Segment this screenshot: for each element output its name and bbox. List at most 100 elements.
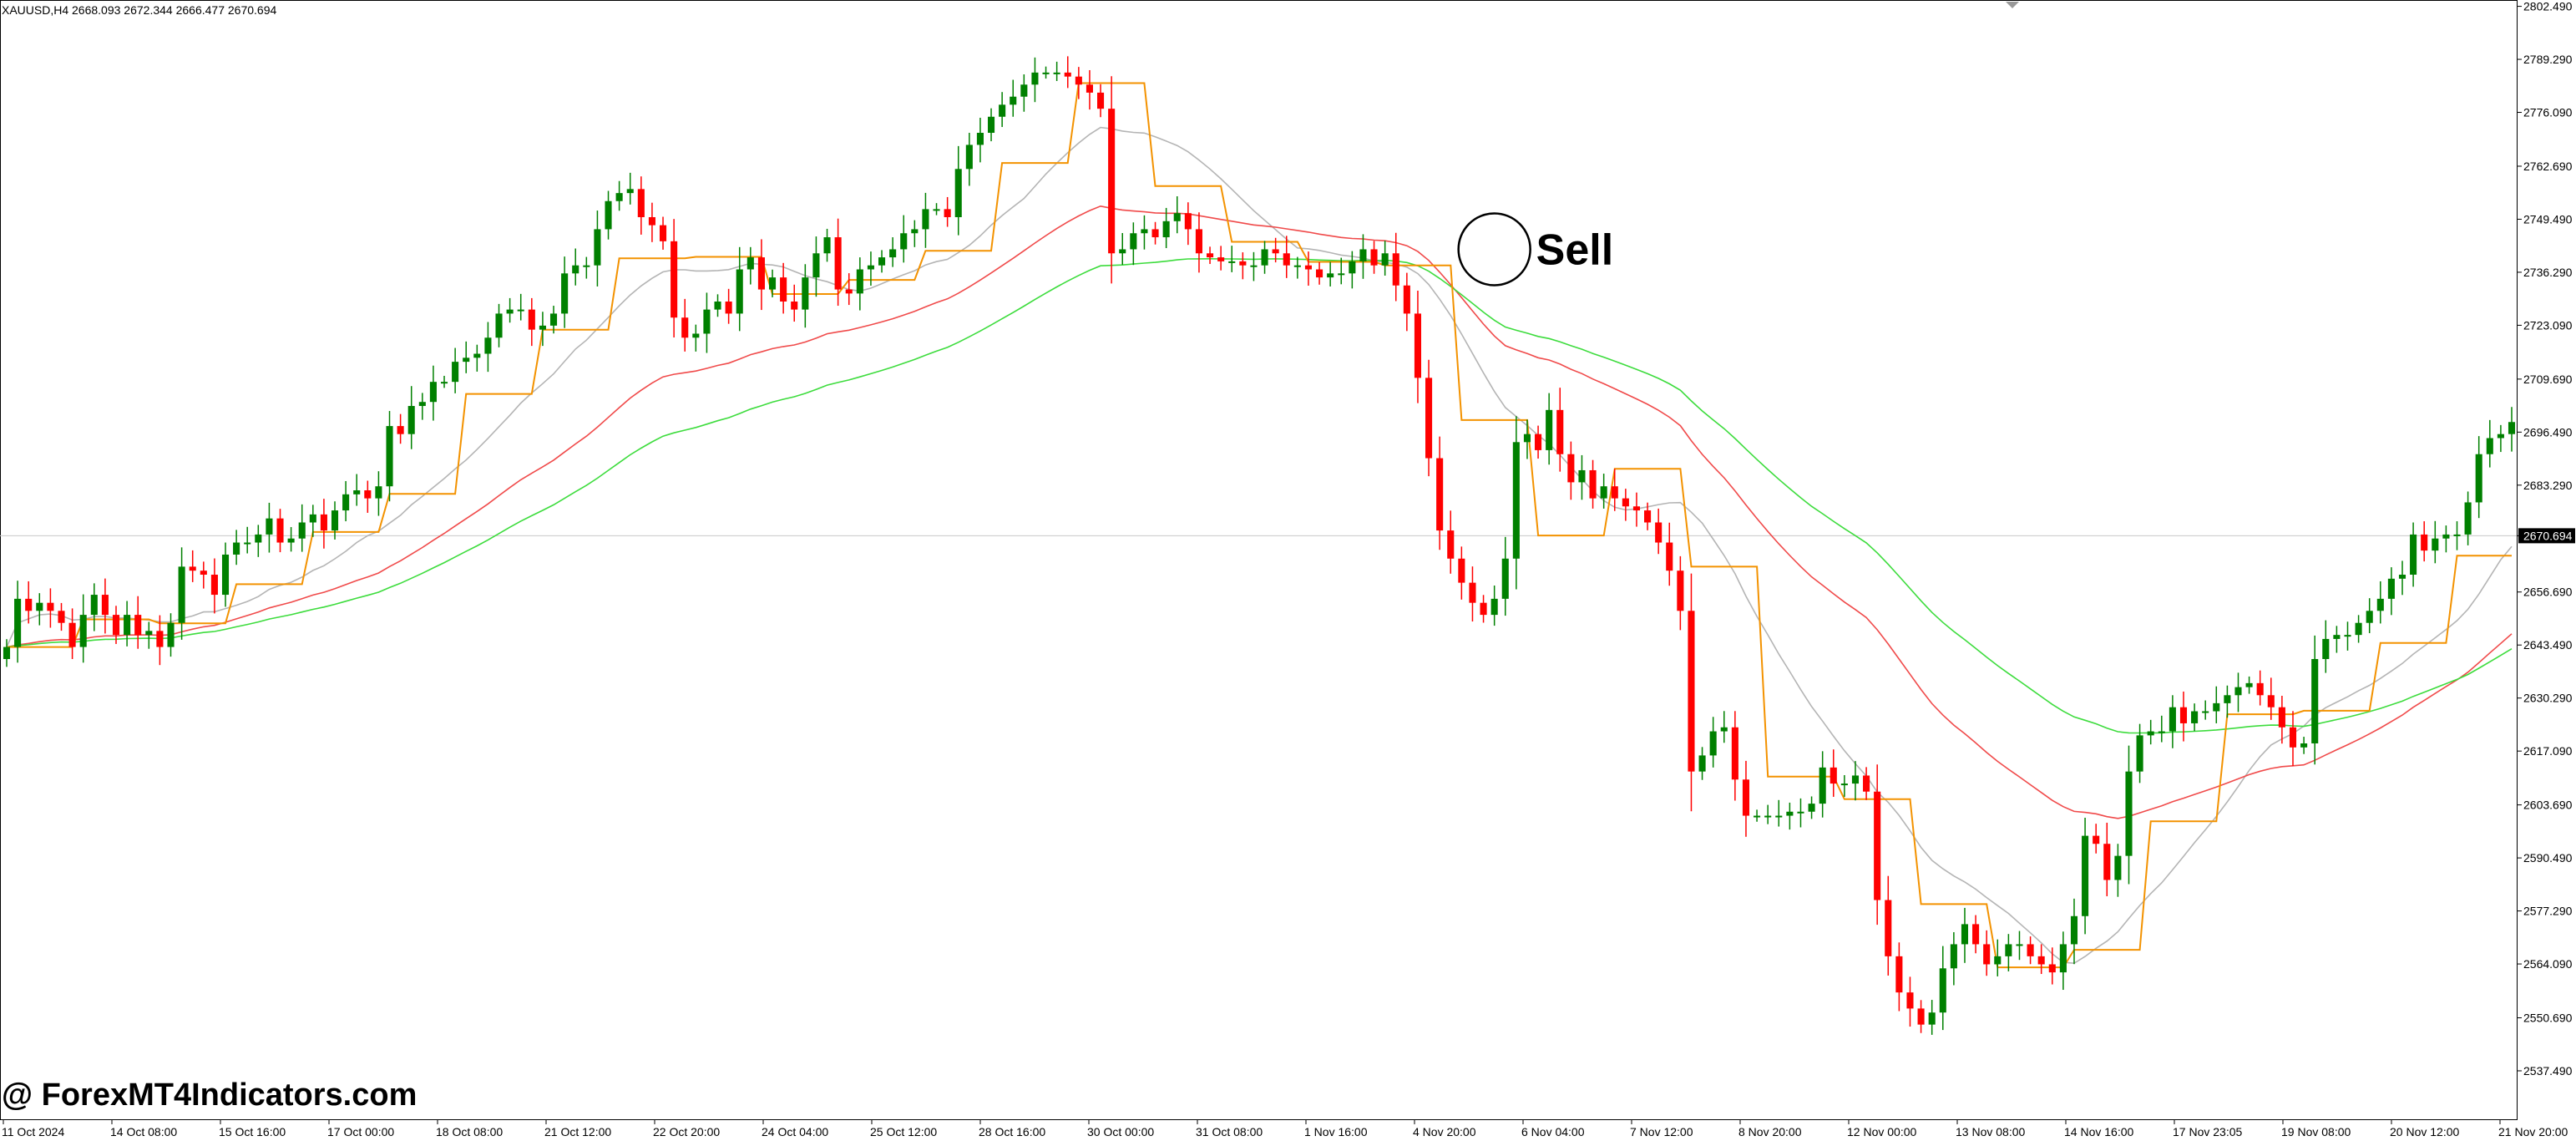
candle [1141, 215, 1148, 250]
candle-body [1469, 582, 1476, 603]
candle [2355, 615, 2362, 643]
candle [1414, 291, 1421, 403]
candle [878, 250, 886, 273]
candle-body [1698, 755, 1706, 772]
candle [1512, 416, 1520, 590]
candle [47, 588, 54, 628]
candle [528, 297, 535, 347]
candle [856, 257, 863, 311]
candle-body [2027, 944, 2034, 956]
candle-body [2136, 735, 2143, 772]
candle [768, 269, 777, 297]
candle-body [2037, 956, 2045, 965]
candle-body [1173, 213, 1181, 221]
candle [1754, 809, 1761, 822]
candle [1392, 232, 1399, 302]
candle-body [1184, 213, 1192, 230]
candle-body [375, 486, 382, 499]
candle-body [2344, 635, 2351, 637]
candle-body [1425, 378, 1433, 459]
candle [1403, 272, 1410, 332]
orange-stepline [7, 82, 2512, 969]
candle [1644, 502, 1652, 530]
candle [1928, 1000, 1936, 1035]
candle [703, 292, 711, 353]
candle [812, 236, 820, 297]
candle-body [353, 490, 361, 494]
candle-body [1819, 767, 1826, 804]
candle [1720, 711, 1728, 743]
candle [2333, 626, 2341, 653]
time-tick-label: 22 Oct 20:00 [653, 1125, 720, 1138]
candle [1567, 441, 1575, 500]
time-tick-label: 7 Nov 12:00 [1630, 1125, 1693, 1138]
time-tick-label: 31 Oct 08:00 [1196, 1125, 1263, 1138]
candle-body [112, 615, 120, 636]
candle [1698, 747, 1706, 780]
candle [1086, 69, 1093, 110]
candle [244, 526, 251, 554]
candle-body [2475, 454, 2482, 503]
chart-frame [0, 0, 2518, 1120]
candle-body [506, 309, 514, 314]
current-price-box [2518, 528, 2575, 544]
candle-body [1709, 731, 1717, 756]
candle-body [407, 406, 415, 434]
candle-body [101, 595, 109, 616]
candle-body [210, 575, 218, 596]
watermark-text: @ ForexMT4Indicators.com [2, 1078, 418, 1113]
candle [1195, 212, 1202, 273]
candle-body [2224, 695, 2231, 703]
candle [2158, 715, 2165, 743]
candle [342, 480, 350, 522]
candle [1075, 67, 1082, 99]
candle [364, 480, 372, 513]
candle-body [725, 301, 732, 314]
candle-body [1983, 944, 1991, 965]
candle-body [1972, 924, 1980, 945]
candle-body [1622, 498, 1629, 507]
candle-body [528, 309, 535, 330]
price-tick-label: 2696.490 [2523, 425, 2573, 439]
candle-body [2366, 611, 2373, 623]
candle [626, 172, 634, 205]
candle [1359, 234, 1367, 279]
candle [1031, 57, 1039, 103]
candle [911, 220, 919, 247]
candle [1020, 74, 1028, 112]
candle [1840, 774, 1848, 797]
candle [1600, 474, 1607, 509]
candle [2082, 817, 2089, 935]
candle-body [1141, 229, 1148, 234]
time-tick-label: 20 Nov 12:00 [2390, 1125, 2459, 1138]
candle-body [791, 301, 798, 310]
candle-body [1851, 775, 1860, 784]
candle [2432, 520, 2439, 564]
candle [2213, 686, 2220, 723]
price-tick-label: 2550.690 [2523, 1011, 2573, 1024]
candle [692, 324, 700, 352]
candle-body [2398, 575, 2406, 579]
candle [539, 312, 546, 347]
candle-body [2245, 682, 2253, 687]
candle [780, 262, 787, 314]
candle-body [1567, 454, 1575, 483]
candle [1425, 359, 1433, 477]
price-tick-label: 2630.290 [2523, 692, 2573, 705]
candle-body [189, 566, 196, 571]
candle [287, 527, 295, 552]
candle [506, 297, 514, 323]
candle [1469, 566, 1476, 622]
candle [2464, 491, 2472, 545]
candle-body [79, 615, 87, 647]
candle-body [200, 570, 207, 576]
candle-body [911, 229, 919, 234]
candle [1480, 595, 1487, 623]
price-tick-label: 2683.290 [2523, 479, 2573, 492]
candle-body [1830, 767, 1837, 784]
candle [178, 547, 185, 640]
candle [210, 558, 218, 614]
candle [933, 203, 940, 216]
